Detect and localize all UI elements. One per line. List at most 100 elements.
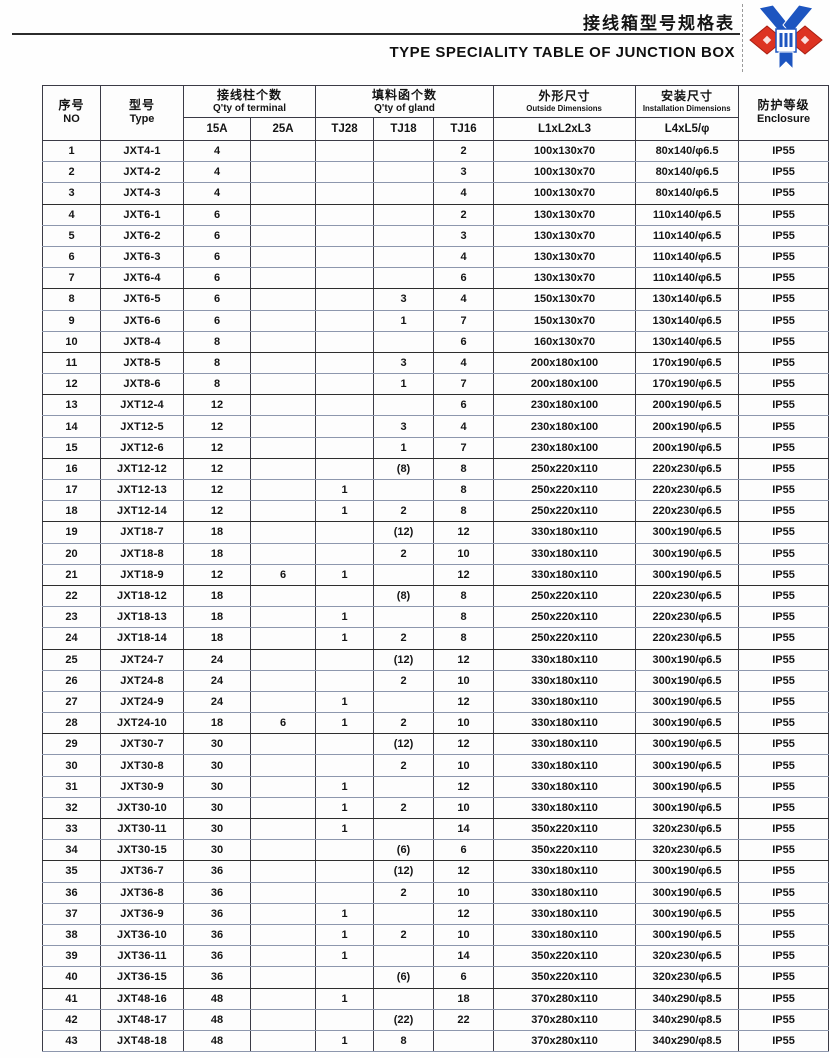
cell-outside: 370x280x110	[493, 1029, 637, 1053]
cell-type: JXT18-13	[100, 606, 184, 629]
cell-25a	[249, 478, 317, 502]
cell-15a: 12	[183, 415, 251, 438]
cell-type: JXT4-1	[100, 139, 184, 163]
table-row: 19 JXT18-7 18 (12) 12 330x180x110 300x190/φ6.5…	[42, 521, 830, 544]
cell-tj18	[373, 267, 435, 290]
table-row: 31 JXT30-9 30 1 12 330x180x110 300x190/φ6.5 IP5…	[42, 775, 830, 798]
col-header-gland-en: Q'ty of gland	[374, 102, 435, 114]
cell-tj16: 8	[433, 457, 495, 481]
cell-type: JXT30-9	[100, 775, 184, 798]
cell-tj18: 2	[373, 796, 435, 820]
cell-15a: 6	[183, 288, 251, 311]
cell-type: JXT12-5	[100, 415, 184, 438]
cell-tj18: 2	[373, 669, 435, 692]
col-header-install: 安装尺寸 Installation Dimensions	[635, 85, 740, 118]
cell-15a: 8	[183, 330, 251, 353]
cell-15a: 36	[183, 945, 251, 968]
cell-tj28	[315, 224, 375, 247]
cell-tj18: (12)	[373, 733, 435, 756]
cell-type: JXT12-12	[100, 457, 184, 481]
cell-install: 110x140/φ6.5	[635, 224, 740, 247]
cell-no: 35	[42, 860, 101, 883]
table-row: 20 JXT18-8 18 2 10 330x180x110 300x190/φ6.5 IP5…	[42, 542, 830, 565]
cell-tj16: 8	[433, 627, 495, 650]
cell-25a	[249, 839, 317, 862]
cell-25a	[249, 330, 317, 353]
cell-enclosure: IP55	[738, 500, 830, 523]
cell-15a: 6	[183, 309, 251, 332]
cell-outside: 350x220x110	[493, 966, 637, 989]
cell-type: JXT12-6	[100, 436, 184, 459]
cell-15a: 30	[183, 839, 251, 862]
table-row: 23 JXT18-13 18 1 8 250x220x110 220x230/φ6.5 IP5…	[42, 606, 830, 629]
cell-15a: 12	[183, 500, 251, 523]
spec-table-body: 1 JXT4-1 4 2 100x130x70 80x140/φ6.5 IP55 2 JXT4-…	[42, 139, 830, 1053]
cell-tj18: 2	[373, 712, 435, 735]
title-divider	[12, 33, 740, 35]
col-header-l4l5: L4xL5/φ	[635, 117, 740, 141]
cell-enclosure: IP55	[738, 478, 830, 502]
cell-15a: 48	[183, 987, 251, 1010]
cell-outside: 100x130x70	[493, 161, 637, 184]
cell-tj18	[373, 394, 435, 417]
cell-25a	[249, 394, 317, 417]
cell-outside: 330x180x110	[493, 923, 637, 947]
cell-no: 31	[42, 775, 101, 798]
cell-no: 39	[42, 945, 101, 968]
cell-no: 37	[42, 902, 101, 925]
cell-15a: 6	[183, 267, 251, 290]
cell-tj16: 12	[433, 733, 495, 756]
cell-type: JXT36-11	[100, 945, 184, 968]
table-row: 24 JXT18-14 18 1 2 8 250x220x110 220x230/φ6.5 IP…	[42, 627, 830, 650]
cell-tj28	[315, 881, 375, 904]
cell-install: 300x190/φ6.5	[635, 902, 740, 925]
cell-outside: 330x180x110	[493, 902, 637, 925]
cell-tj16: 8	[433, 500, 495, 523]
cell-enclosure: IP55	[738, 521, 830, 544]
cell-tj18	[373, 945, 435, 968]
table-row: 34 JXT30-15 30 (6) 6 350x220x110 320x230/φ6.5 I…	[42, 839, 830, 862]
cell-no: 8	[42, 288, 101, 311]
col-header-install-en: Installation Dimensions	[643, 102, 731, 113]
cell-outside: 230x180x100	[493, 415, 637, 438]
cell-enclosure: IP55	[738, 224, 830, 247]
cell-no: 1	[42, 139, 101, 163]
cell-tj28	[315, 669, 375, 692]
cell-tj18: (12)	[373, 521, 435, 544]
cell-type: JXT36-9	[100, 902, 184, 925]
cell-install: 320x230/φ6.5	[635, 966, 740, 989]
cell-type: JXT12-14	[100, 500, 184, 523]
cell-install: 320x230/φ6.5	[635, 839, 740, 862]
table-row: 35 JXT36-7 36 (12) 12 330x180x110 300x190/φ6.5…	[42, 860, 830, 883]
header-row-groups: 序号 NO 型号 Type 接线柱个数 Q'ty of terminal	[42, 85, 830, 141]
cell-enclosure: IP55	[738, 902, 830, 925]
cell-install: 130x140/φ6.5	[635, 309, 740, 332]
cell-tj28: 1	[315, 606, 375, 629]
cell-25a	[249, 1008, 317, 1031]
cell-type: JXT6-4	[100, 267, 184, 290]
cell-install: 200x190/φ6.5	[635, 415, 740, 438]
cell-outside: 330x180x110	[493, 881, 637, 904]
cell-tj28	[315, 351, 375, 375]
cell-15a: 12	[183, 457, 251, 481]
cell-tj28	[315, 436, 375, 459]
cell-type: JXT12-13	[100, 478, 184, 502]
cell-outside: 150x130x70	[493, 309, 637, 332]
col-header-gland: 填料函个数 Q'ty of gland	[315, 85, 495, 118]
cell-outside: 330x180x110	[493, 796, 637, 820]
cell-install: 300x190/φ6.5	[635, 923, 740, 947]
cell-no: 33	[42, 817, 101, 841]
cell-tj18: 2	[373, 881, 435, 904]
cell-install: 220x230/φ6.5	[635, 584, 740, 608]
cell-tj18	[373, 606, 435, 629]
cell-tj18: (12)	[373, 648, 435, 671]
cell-no: 34	[42, 839, 101, 862]
cell-tj16: 12	[433, 775, 495, 798]
cell-outside: 330x180x110	[493, 648, 637, 671]
cell-no: 23	[42, 606, 101, 629]
cell-tj16: 6	[433, 394, 495, 417]
cell-install: 80x140/φ6.5	[635, 161, 740, 184]
cell-tj28: 1	[315, 987, 375, 1010]
cell-15a: 18	[183, 627, 251, 650]
